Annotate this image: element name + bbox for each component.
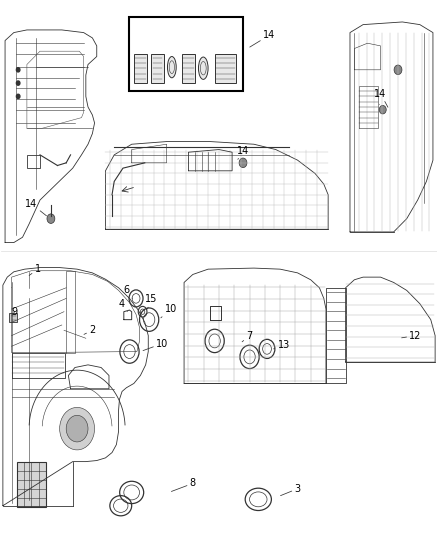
Text: 12: 12 <box>402 330 422 341</box>
Text: 3: 3 <box>280 484 300 496</box>
Bar <box>134 54 147 83</box>
Circle shape <box>47 214 55 223</box>
Ellipse shape <box>198 57 208 79</box>
Text: 13: 13 <box>274 340 290 350</box>
Circle shape <box>379 106 386 114</box>
Circle shape <box>60 407 95 450</box>
Text: 2: 2 <box>84 325 95 335</box>
Ellipse shape <box>167 56 176 78</box>
Text: 15: 15 <box>145 294 158 309</box>
Text: 4: 4 <box>119 298 127 312</box>
Text: 6: 6 <box>124 286 133 298</box>
Text: 14: 14 <box>374 88 388 107</box>
Text: 14: 14 <box>250 30 276 47</box>
Bar <box>130 17 243 91</box>
Bar <box>215 54 237 83</box>
Circle shape <box>16 94 20 99</box>
Bar <box>10 313 17 322</box>
Circle shape <box>16 81 20 85</box>
Text: 7: 7 <box>242 330 253 342</box>
Text: 14: 14 <box>25 199 46 216</box>
Text: 10: 10 <box>161 304 177 318</box>
Bar <box>182 54 195 83</box>
Circle shape <box>66 415 88 442</box>
Bar <box>17 462 46 507</box>
Circle shape <box>394 65 402 75</box>
Text: 14: 14 <box>237 146 249 159</box>
Circle shape <box>239 158 247 167</box>
Text: 9: 9 <box>11 306 18 317</box>
Text: 10: 10 <box>143 338 168 351</box>
Text: 1: 1 <box>29 264 41 276</box>
Bar <box>151 54 163 83</box>
Circle shape <box>16 68 20 72</box>
Text: 8: 8 <box>171 479 196 491</box>
Bar <box>27 155 40 168</box>
